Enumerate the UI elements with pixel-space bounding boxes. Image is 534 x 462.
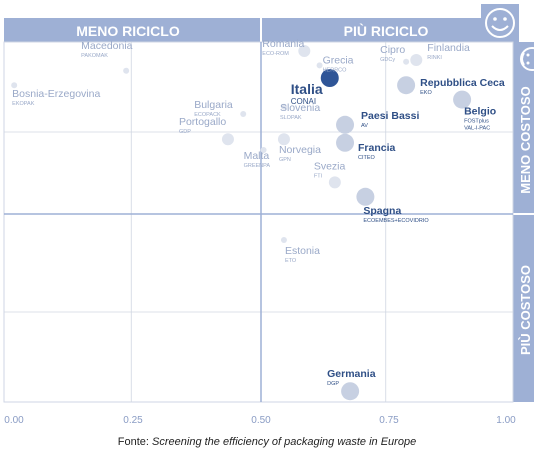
label-finlandia: Finlandia xyxy=(427,42,470,54)
org-portogallo: GDP xyxy=(179,129,191,135)
point-grecia xyxy=(316,62,323,69)
label-estonia: Estonia xyxy=(285,245,320,257)
org-estonia: ETO xyxy=(285,258,297,264)
point-italia xyxy=(320,69,339,87)
point-germania xyxy=(341,382,360,401)
org-svezia: FTI xyxy=(314,173,323,179)
org-belgio-2: VAL-I-PAC xyxy=(464,126,490,132)
right-band xyxy=(513,42,534,402)
point-paesi-bassi xyxy=(336,115,355,134)
point-spagna xyxy=(356,187,375,206)
source-title: Screening the efficiency of packaging wa… xyxy=(152,436,417,448)
org-slovenia: SLOPAK xyxy=(280,115,302,121)
bottom-side-label: PIÙ COSTOSO xyxy=(518,265,533,355)
org-italia: CONAI xyxy=(291,97,316,106)
point-macedonia xyxy=(123,67,130,74)
label-romania: Romania xyxy=(262,38,304,50)
org-spagna: ECOEMBES+ECOVIDRIO xyxy=(363,218,429,224)
label-slovenia: Slovenia xyxy=(280,102,320,114)
label-belgio: Belgio xyxy=(464,106,496,118)
source-caption: Fonte: Screening the efficiency of packa… xyxy=(0,436,534,448)
point-francia xyxy=(336,133,355,152)
point-portogallo xyxy=(221,133,234,146)
org-bosnia-erzegovina: EKOPAK xyxy=(12,101,35,107)
label-bulgaria: Bulgaria xyxy=(194,99,233,111)
org-norvegia: GPN xyxy=(279,157,291,163)
top-side-label: MENO COSTOSO xyxy=(518,86,533,193)
grid xyxy=(4,42,513,402)
x-tick-2: 0.50 xyxy=(251,415,271,426)
x-tick-0: 0.00 xyxy=(4,415,24,426)
label-malta: Malta xyxy=(244,150,270,162)
right-band-label: PIÙ RICICLO xyxy=(344,22,429,39)
label-spagna: Spagna xyxy=(363,205,401,217)
point-romania xyxy=(298,45,311,57)
smiley-icon xyxy=(481,4,519,42)
point-estonia xyxy=(280,237,287,243)
point-bosnia-erzegovina xyxy=(11,82,18,89)
label-germania: Germania xyxy=(327,368,376,380)
label-svezia: Svezia xyxy=(314,160,346,172)
label-cipro: Cipro xyxy=(380,44,405,56)
point-norvegia xyxy=(277,133,290,146)
point-slovenia xyxy=(280,103,287,110)
point-repubblica-ceca xyxy=(397,76,416,95)
label-portogallo: Portogallo xyxy=(179,116,226,128)
label-norvegia: Norvegia xyxy=(279,144,321,156)
org-belgio: FOSTplus xyxy=(464,119,489,125)
source-prefix: Fonte: xyxy=(117,436,153,448)
left-band-label: MENO RICICLO xyxy=(76,23,180,39)
org-francia: CITEO xyxy=(358,155,376,161)
label-macedonia: Macedonia xyxy=(81,40,133,52)
point-bulgaria xyxy=(240,111,247,117)
plot-area xyxy=(3,41,514,403)
org-repubblica-ceca: EKO xyxy=(420,90,432,96)
point-svezia xyxy=(328,176,341,189)
point-malta xyxy=(260,147,267,153)
label-repubblica-ceca: Repubblica Ceca xyxy=(420,77,505,89)
org-finlandia: RINKI xyxy=(427,55,442,61)
label-francia: Francia xyxy=(358,142,396,154)
point-finlandia xyxy=(410,54,423,66)
label-bosnia-erzegovina: Bosnia-Erzegovina xyxy=(12,88,100,100)
x-tick-3: 0.75 xyxy=(379,415,399,426)
org-malta: GREENPA xyxy=(244,163,271,169)
label-italia: Italia xyxy=(291,81,323,97)
x-tick-1: 0.25 xyxy=(123,415,143,426)
org-paesi-bassi: AV xyxy=(361,123,368,129)
label-paesi-bassi: Paesi Bassi xyxy=(361,110,419,122)
org-grecia: HERRCO xyxy=(323,67,348,73)
org-germania: DGP xyxy=(327,381,339,387)
point-cipro xyxy=(403,58,410,65)
x-tick-4: 1.00 xyxy=(496,415,516,426)
org-bulgaria: ECOPACK xyxy=(194,112,221,118)
top-band xyxy=(4,18,513,42)
org-cipro: GDCy xyxy=(380,57,395,63)
smiley-icon xyxy=(517,42,534,76)
org-macedonia: PAKOMAK xyxy=(81,53,108,59)
label-grecia: Grecia xyxy=(323,54,354,66)
points xyxy=(11,45,472,401)
point-belgio xyxy=(453,90,472,109)
org-romania: ECO-ROM xyxy=(262,51,289,57)
